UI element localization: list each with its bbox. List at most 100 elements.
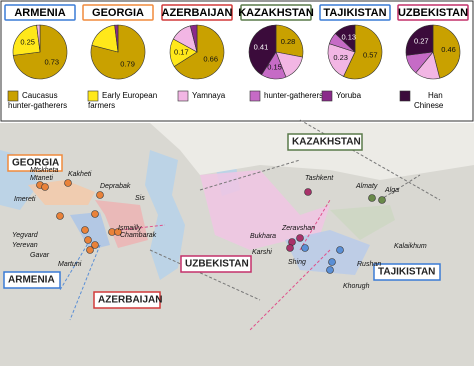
- slice-label: 0.79: [120, 59, 135, 68]
- pie-slice: [327, 43, 356, 77]
- migration-path: [59, 239, 101, 321]
- site-marker: [328, 258, 336, 266]
- slice-label: 0.73: [44, 57, 59, 66]
- legend-swatch: [7, 90, 19, 102]
- pie-slice: [12, 24, 41, 56]
- pie-title: GEORGIA: [92, 7, 144, 19]
- legend-label: Yamnaya: [192, 91, 226, 100]
- slice-label: 0.66: [203, 55, 218, 64]
- site-marker: [81, 226, 89, 234]
- caspian-sea: [145, 150, 185, 280]
- kyrgyzstan-area: [330, 205, 395, 240]
- site-marker: [96, 191, 104, 199]
- pie-title: UZBEKISTAN: [398, 7, 468, 19]
- pie-slice: [173, 24, 225, 80]
- country-box: [180, 255, 252, 273]
- city-label: Kalaikhum: [394, 243, 427, 250]
- slice-label: 0.41: [254, 43, 269, 52]
- slice-label: 0.25: [20, 37, 35, 46]
- site-marker: [64, 179, 72, 187]
- pie-slice: [343, 24, 383, 80]
- legend-label: Chinese: [414, 101, 444, 110]
- country-label: ARMENIA: [8, 275, 55, 286]
- pie-panel: [0, 0, 474, 122]
- city-label: Alga: [384, 187, 399, 194]
- city-label: Chambarak: [120, 232, 157, 239]
- slice-label: 0.15: [267, 63, 282, 72]
- pie-title: AZERBAIJAN: [162, 7, 233, 19]
- slice-label: 0.17: [174, 47, 189, 56]
- city-label: Sis: [135, 195, 145, 202]
- country-box: [7, 154, 63, 172]
- site-marker: [304, 188, 312, 196]
- site-marker: [336, 246, 344, 254]
- pie-slice: [432, 24, 461, 79]
- legend-label: hunter-gatherers: [8, 101, 67, 110]
- country-box: [93, 291, 161, 309]
- slice-label: 0.23: [333, 53, 348, 62]
- site-marker: [41, 183, 49, 191]
- city-label: Martuni: [58, 261, 82, 268]
- site-marker: [114, 228, 122, 236]
- title-box: [4, 4, 76, 21]
- site-marker: [91, 210, 99, 218]
- title-box: [161, 4, 233, 21]
- country-box: [287, 133, 363, 151]
- city-label: Mtaneti: [30, 175, 53, 182]
- title-box: [240, 4, 312, 21]
- city-label: Almaty: [355, 183, 378, 190]
- city-label: Ismailly: [118, 225, 142, 232]
- legend-label: hunter-gatherers: [264, 91, 323, 100]
- site-marker: [84, 236, 92, 244]
- city-label: Yegvard: [12, 232, 39, 239]
- city-label: Imereti: [14, 196, 36, 203]
- country-label: GEORGIA: [12, 158, 59, 169]
- site-marker: [56, 212, 64, 220]
- migration-path: [149, 119, 441, 301]
- city-label: Gavar: [30, 252, 50, 259]
- legend-label: Caucasus: [22, 91, 58, 100]
- legend-label: Early European: [102, 91, 157, 100]
- country-label: TAJIKISTAN: [378, 267, 435, 278]
- migration-path: [119, 199, 331, 331]
- legend-swatch: [87, 90, 99, 102]
- pie-title: TAJIKISTAN: [323, 7, 386, 19]
- pie-slice: [36, 24, 41, 53]
- site-marker: [91, 241, 99, 249]
- pie-slice: [405, 24, 434, 56]
- city-label: Bukhara: [250, 233, 276, 240]
- pie-title: KAZAKHSTAN: [238, 7, 314, 19]
- pie-slice: [248, 24, 277, 76]
- kazakhstan-area: [150, 123, 474, 180]
- azerbaijan-area: [95, 200, 148, 248]
- site-marker: [86, 246, 94, 254]
- city-label: Kakheti: [68, 171, 92, 178]
- legend-swatch: [177, 90, 189, 102]
- site-marker: [326, 266, 334, 274]
- country-box: [3, 271, 61, 289]
- slice-label: 0.46: [441, 45, 456, 54]
- pie-title: ARMENIA: [14, 7, 65, 19]
- pie-slice: [275, 24, 304, 58]
- title-box: [82, 4, 154, 21]
- site-marker: [368, 194, 376, 202]
- country-label: KAZAKHSTAN: [292, 137, 361, 148]
- title-box: [397, 4, 469, 21]
- slice-label: 0.27: [414, 37, 429, 46]
- legend-swatch: [249, 90, 261, 102]
- city-label: Deprabak: [100, 183, 131, 190]
- armenia-area: [70, 212, 110, 250]
- pie-slice: [334, 24, 356, 53]
- uzbekistan-area: [200, 170, 330, 250]
- slice-label: 0.28: [281, 37, 296, 46]
- site-marker: [378, 196, 386, 204]
- city-label: Rushan: [357, 261, 381, 268]
- legend-label: farmers: [88, 101, 115, 110]
- legend-swatch: [399, 90, 411, 102]
- title-box: [319, 4, 391, 21]
- city-label: Yerevan: [12, 242, 38, 249]
- city-label: Karshi: [252, 249, 272, 256]
- city-label: Shing: [288, 259, 306, 266]
- pie-slice: [114, 24, 119, 53]
